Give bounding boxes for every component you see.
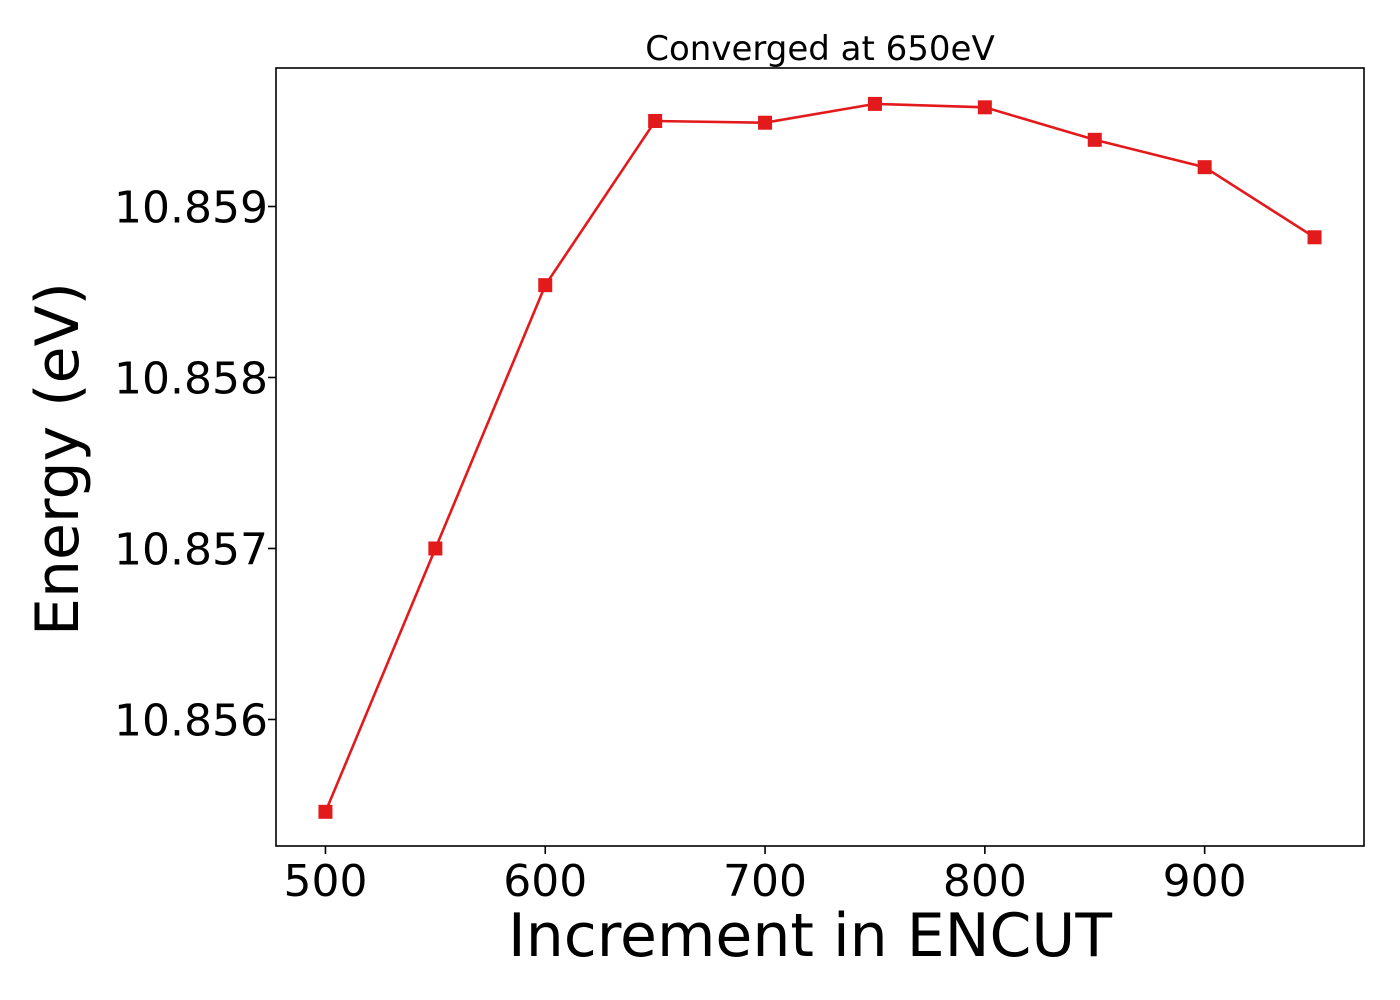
x-tick-label: 600	[503, 856, 587, 907]
y-tick-label: 10.857	[114, 524, 268, 575]
x-tick-label: 800	[943, 856, 1027, 907]
data-point-marker	[1307, 230, 1322, 245]
data-point-marker	[538, 278, 553, 293]
data-point-marker	[318, 804, 333, 819]
x-tick-label: 900	[1163, 856, 1247, 907]
series-markers	[318, 96, 1322, 819]
plot-frame	[275, 67, 1365, 847]
x-axis: 500 600 700 800 900	[283, 846, 1247, 907]
data-point-marker	[867, 96, 882, 111]
data-point-marker	[758, 115, 773, 130]
series-line	[324, 102, 1316, 813]
y-tick-label: 10.858	[114, 353, 268, 404]
data-point-marker	[1197, 160, 1212, 175]
x-axis-title: Increment in ENCUT	[508, 901, 1112, 971]
data-point-marker	[977, 100, 992, 115]
chart-title: Converged at 650eV	[645, 29, 994, 69]
y-tick-label: 10.856	[114, 695, 268, 746]
data-point-marker	[428, 541, 443, 556]
data-point-marker	[1087, 132, 1102, 147]
y-axis: 10.856 10.857 10.858 10.859	[114, 183, 276, 746]
y-axis-title: Energy (eV)	[23, 282, 93, 636]
y-tick-label: 10.859	[114, 183, 268, 234]
x-tick-label: 700	[723, 856, 807, 907]
x-tick-label: 500	[283, 856, 367, 907]
data-point-marker	[648, 114, 663, 129]
